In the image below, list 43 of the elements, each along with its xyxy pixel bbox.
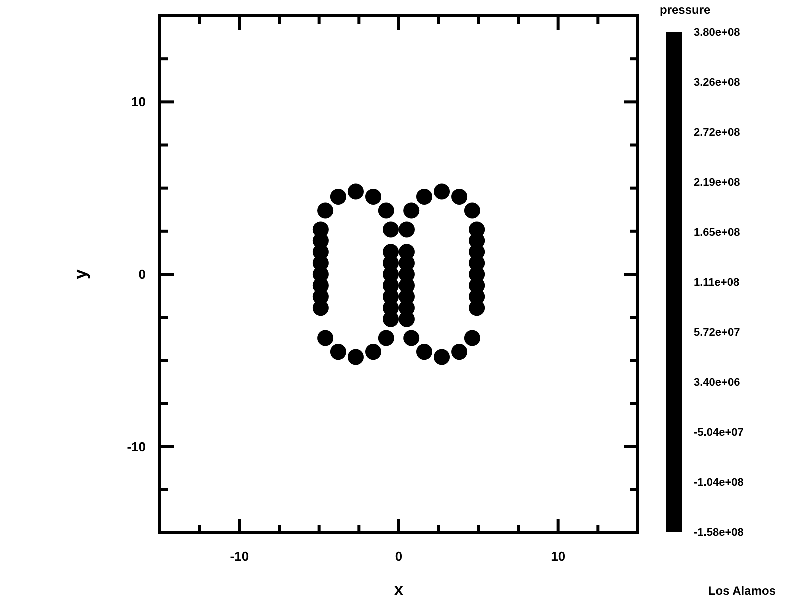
x-axis-title: x: [394, 582, 404, 599]
point: [318, 202, 334, 219]
point: [383, 222, 400, 238]
text: 1.65e+08: [694, 226, 740, 239]
point: [348, 349, 364, 366]
y-tick-label: -10: [127, 439, 146, 454]
point: [348, 184, 364, 200]
point: [452, 188, 468, 205]
point: [378, 202, 394, 219]
x-tick-label: 10: [551, 549, 566, 564]
point: [398, 222, 415, 238]
text: -5.04e+07: [694, 426, 744, 439]
point: [464, 330, 480, 346]
point: [330, 188, 346, 205]
text: 2.19e+08: [694, 176, 740, 189]
point: [416, 188, 432, 205]
color-bar-title: pressure: [660, 3, 712, 17]
point: [366, 344, 382, 360]
point: [366, 188, 382, 205]
point: [452, 344, 468, 360]
x-tick-label: 0: [395, 549, 403, 564]
y-tick-label: 10: [132, 94, 146, 110]
point: [434, 349, 450, 366]
point: [330, 344, 346, 360]
point: [464, 202, 480, 219]
point: [404, 202, 420, 219]
point: [404, 330, 420, 346]
point: [318, 330, 334, 346]
text: 3.80e+08: [694, 26, 740, 39]
y-tick-label: 0: [138, 267, 146, 282]
text: -1.04e+08: [694, 476, 744, 489]
point: [378, 330, 394, 346]
point: [434, 184, 450, 200]
text: 2.72e+08: [694, 126, 740, 139]
text: 5.72e+07: [694, 326, 740, 339]
text: 3.26e+08: [694, 76, 740, 89]
text: 1.11e+08: [694, 276, 740, 289]
text: 3.40e+06: [694, 376, 740, 389]
text: Los Alamos: [708, 584, 776, 598]
text: -1.58e+08: [694, 526, 744, 539]
point: [416, 344, 432, 360]
x-tick-label: -10: [230, 549, 250, 564]
y-axis-title: y: [70, 269, 90, 280]
